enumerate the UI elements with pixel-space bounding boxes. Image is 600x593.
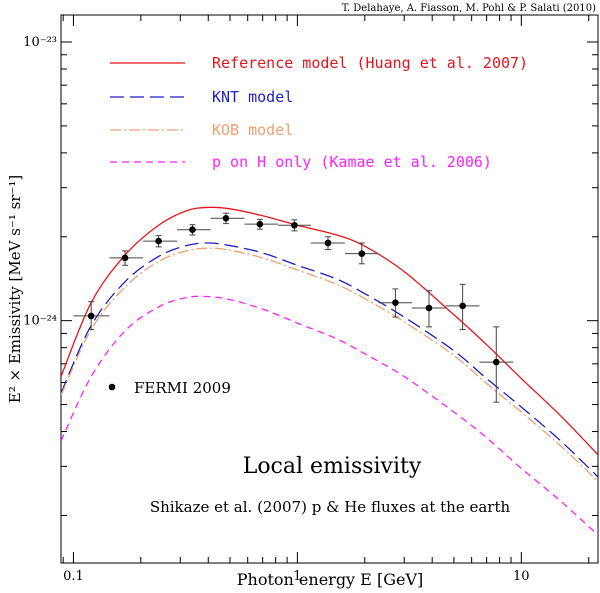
legend-label-fermi: FERMI 2009 <box>134 379 231 397</box>
data-marker <box>87 312 95 320</box>
fermi-point <box>73 301 110 330</box>
x-tick-label: 10 <box>513 569 530 584</box>
legend-label-kob: KOB model <box>212 121 293 139</box>
y-axis-label: E² × Emissivity [MeV s⁻¹ sr⁻¹] <box>6 175 24 404</box>
plot-frame <box>60 14 599 564</box>
data-marker <box>358 250 366 257</box>
fermi-point <box>445 283 480 330</box>
data-marker <box>459 302 466 310</box>
y-tick-labels: 10⁻²⁴ 10⁻²³ <box>23 35 57 329</box>
x-axis-label: Photon energy E [GeV] <box>237 570 423 589</box>
data-marker <box>121 254 129 262</box>
curve-kob <box>61 247 598 482</box>
fermi-point <box>143 235 177 248</box>
x-tick-labels: 0.1 1 10 <box>63 569 530 584</box>
x-tick-label: 1 <box>293 569 301 584</box>
fermi-point <box>479 326 514 403</box>
legend: Reference model (Huang et al. 2007) KNT … <box>108 54 528 397</box>
y-tick-label: 10⁻²³ <box>23 35 57 50</box>
data-marker <box>492 358 500 366</box>
data-marker <box>256 220 264 228</box>
x-tick-label: 0.1 <box>63 569 84 584</box>
plot-annotation-subtitle: Shikaze et al. (2007) p & He fluxes at t… <box>150 498 511 516</box>
credit-text: T. Delahaye, A. Fiasson, M. Pohl & P. Sa… <box>342 3 596 14</box>
legend-marker-fermi <box>108 383 116 391</box>
fermi-point <box>109 250 144 266</box>
legend-label-kamae: p on H only (Kamae et al. 2006) <box>212 153 492 171</box>
fermi-point <box>310 236 345 251</box>
fermi-data-points <box>73 212 514 403</box>
fermi-point <box>412 290 446 328</box>
data-marker <box>291 221 298 229</box>
model-curves <box>61 206 598 536</box>
legend-label-knt: KNT model <box>212 88 293 106</box>
fermi-point <box>378 288 413 318</box>
curve-knt <box>61 242 598 478</box>
data-marker <box>392 299 399 306</box>
y-tick-label: 10⁻²⁴ <box>23 314 57 329</box>
legend-label-reference: Reference model (Huang et al. 2007) <box>212 54 528 72</box>
fermi-point <box>244 218 279 230</box>
data-marker <box>222 214 230 222</box>
fermi-point <box>210 212 245 225</box>
data-marker <box>155 237 162 245</box>
fermi-point <box>176 224 211 236</box>
plot-annotation-title: Local emissivity <box>243 454 422 479</box>
fermi-point <box>344 242 379 265</box>
data-marker <box>324 239 332 247</box>
data-marker <box>425 304 433 312</box>
fermi-point <box>278 219 311 232</box>
curve-kamae <box>61 295 598 536</box>
data-marker <box>189 226 196 234</box>
axis-ticks <box>61 15 598 563</box>
